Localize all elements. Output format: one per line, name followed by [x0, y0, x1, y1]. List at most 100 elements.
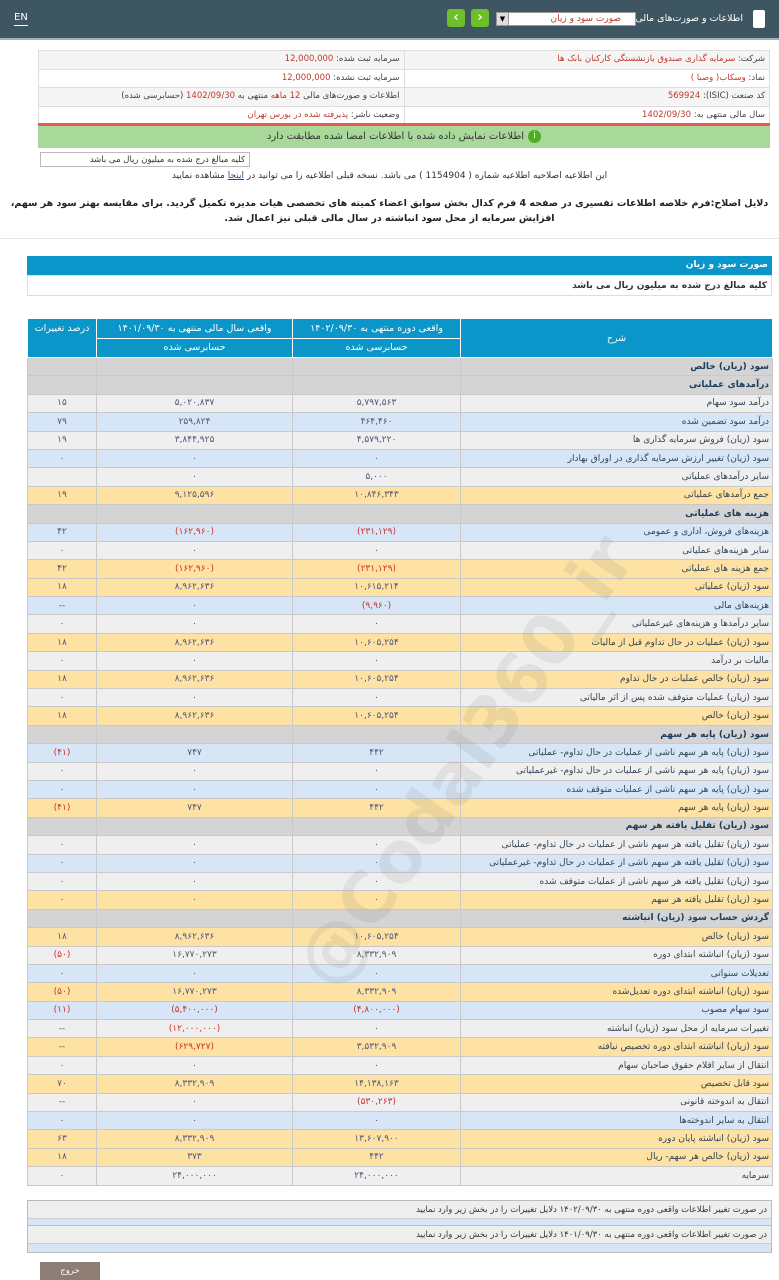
cell-prev: (۱۶۲,۹۶۰)	[96, 559, 293, 579]
prev-button[interactable]: ‹	[447, 9, 465, 27]
cell-pct: ۱۸	[27, 706, 97, 726]
change-reason-box-1: در صورت تغییر اطلاعات واقعی دوره منتهی ب…	[27, 1200, 772, 1228]
cell-pct: ۰	[27, 853, 97, 873]
table-row: سرمایه ۲۴,۰۰۰,۰۰۰ ۲۴,۰۰۰,۰۰۰ ۰	[27, 1166, 773, 1186]
cell-prev: ۸,۹۶۲,۶۳۶	[96, 632, 293, 653]
cell-prev: ۰	[96, 614, 293, 634]
report-type-select[interactable]: ▼ صورت سود و زیان	[496, 12, 636, 26]
cell-cur: ۱۰,۶۰۵,۲۵۴	[292, 706, 461, 726]
cell-prev: ۸,۹۶۲,۶۳۶	[96, 669, 293, 690]
table-row: سایر درآمدهای عملیاتی ۵,۰۰۰ ۰	[27, 467, 773, 487]
table-row: سایر هزینه‌های عملیاتی ۰ ۰ ۰	[27, 540, 773, 561]
cell-cur: ۰	[292, 448, 461, 469]
cell-cur: ۰	[292, 963, 461, 984]
cell-pct: ۱۸	[27, 927, 97, 947]
table-row: هزینه‌های فروش، اداری و عمومی (۲۳۱,۱۲۹) (۱…	[27, 522, 773, 542]
table-row: سود (زیان) تغییر ارزش سرمایه گذاری در او…	[27, 448, 773, 469]
cell-cur: ۰	[292, 1111, 461, 1131]
table-row: سود (زیان) عملیاتی ۱۰,۶۱۵,۲۱۴ ۸,۹۶۲,۶۳۶ ۱۸	[27, 577, 773, 598]
change-reason-input-2[interactable]	[28, 1244, 771, 1252]
cell-pct: (۴۱)	[27, 798, 97, 818]
cell-pct: ۱۸	[27, 669, 97, 690]
cell-pct: --	[27, 596, 97, 616]
cell-pct: ۰	[27, 871, 97, 892]
cell-pct	[27, 375, 97, 395]
cell-prev	[96, 908, 293, 929]
section-row: گردش حساب سود (زیان) انباشته	[27, 908, 773, 929]
cell-pct: ۰	[27, 761, 97, 781]
cell-desc: سود (زیان) فروش سرمایه گذاری ها	[460, 430, 773, 450]
table-row: سود (زیان) تقلیل یافته هر سهم ناشی از عم…	[27, 835, 773, 855]
correction-reason: دلایل اصلاح:فرم خلاصه اطلاعات تفسیری در …	[10, 198, 769, 224]
table-row: درآمد سود سهام ۵,۷۹۷,۵۶۳ ۵,۰۲۰,۸۳۷ ۱۵	[27, 393, 773, 414]
table-row: هزینه‌های مالی (۹,۹۶۰) ۰ --	[27, 596, 773, 616]
company-info-box: شرکت: سرمایه گذاری صندوق بازنشستگی کارکن…	[38, 50, 770, 126]
capital-unregistered-label: سرمایه ثبت نشده:	[333, 72, 400, 83]
cell-desc: درآمد سود سهام	[460, 393, 773, 414]
cell-desc: سود (زیان) پایه هر سهم ناشی از عملیات در…	[460, 761, 773, 781]
previous-version-link[interactable]: اینجا	[227, 171, 245, 181]
cell-cur: ۱۰,۶۱۵,۲۱۴	[292, 577, 461, 598]
cell-desc: سود (زیان) خالص	[460, 706, 773, 726]
period-label: اطلاعات و صورت‌های مالی	[303, 91, 400, 101]
cell-prev: ۰	[96, 651, 293, 671]
cell-pct	[27, 356, 97, 377]
cell-prev: (۶۲۹,۷۲۷)	[96, 1037, 293, 1057]
cell-cur	[292, 724, 461, 745]
cell-pct	[27, 724, 97, 745]
cell-pct	[27, 504, 97, 524]
cell-prev: ۰	[96, 1111, 293, 1131]
table-row: سود (زیان) انباشته ابتدای دوره تخصیص نیا…	[27, 1037, 773, 1057]
cell-prev	[96, 816, 293, 837]
fiscal-year: 1402/09/30	[642, 109, 691, 120]
verified-notice: iاطلاعات نمایش داده شده با اطلاعات امضا …	[38, 126, 770, 148]
cell-cur: ۵,۷۹۷,۵۶۳	[292, 393, 461, 414]
cell-prev: ۰	[96, 835, 293, 855]
cell-cur: ۰	[292, 871, 461, 892]
cell-prev: ۰	[96, 448, 293, 469]
cell-desc: سود (زیان) خالص	[460, 356, 773, 377]
section-row: هزینه های عملیاتی	[27, 504, 773, 524]
table-row: انتقال به سایر اندوخته‌ها ۰ ۰ ۰	[27, 1111, 773, 1131]
cell-desc: هزینه های عملیاتی	[460, 504, 773, 524]
language-en-link[interactable]: EN	[14, 12, 28, 26]
next-button[interactable]: ›	[471, 9, 489, 27]
exit-button[interactable]: خروج	[40, 1262, 100, 1280]
cell-desc: سود (زیان) عملیات متوقف شده پس از اثر ما…	[460, 688, 773, 708]
table-row: سود (زیان) عملیات متوقف شده پس از اثر ما…	[27, 688, 773, 708]
section-subtitle: کلیه مبالغ درج شده به میلیون ریال می باش…	[27, 275, 772, 296]
isic-code: 569924	[667, 91, 701, 101]
cell-cur: (۹,۹۶۰)	[292, 596, 461, 616]
cell-pct: ۰	[27, 448, 97, 469]
change-reason-input-1[interactable]	[28, 1219, 771, 1227]
cell-cur: ۰	[292, 1019, 461, 1039]
cell-desc: سود (زیان) عملیات در حال تداوم قبل از ما…	[460, 632, 773, 653]
symbol-label: نماد:	[748, 72, 765, 83]
income-statement-table: شرح واقعی دوره منتهی به ۱۴۰۲/۰۹/۳۰ واقعی…	[27, 318, 773, 1186]
cell-pct: --	[27, 1092, 97, 1113]
cell-prev: (۱۶۲,۹۶۰)	[96, 522, 293, 542]
cell-desc: هزینه‌های فروش، اداری و عمومی	[460, 522, 773, 542]
cell-prev	[96, 356, 293, 377]
cell-pct: ۰	[27, 540, 97, 561]
cell-prev: ۰	[96, 871, 293, 892]
table-row: سود (زیان) انباشته ابتدای دوره ۸,۳۳۲,۹۰۹ ۱…	[27, 945, 773, 965]
table-row: انتقال به اندوخته قانونی (۵۳۰,۲۶۳) ۰ --	[27, 1092, 773, 1113]
header-desc: شرح	[460, 318, 773, 358]
cell-pct	[27, 908, 97, 929]
cell-prev: (۵,۴۰۰,۰۰۰)	[96, 1000, 293, 1021]
section-row: سود (زیان) تقلیل یافته هر سهم	[27, 816, 773, 837]
dropdown-arrow-icon[interactable]: ▼	[497, 13, 509, 25]
cell-desc: سود (زیان) انباشته ابتدای دوره	[460, 945, 773, 965]
cell-desc: سود (زیان) خالص	[460, 927, 773, 947]
cell-prev: ۰	[96, 467, 293, 487]
fiscal-year-label: سال مالی منتهی به:	[693, 109, 765, 120]
financial-statements-label: اطلاعات و صورت‌های مالی	[635, 13, 743, 24]
cell-pct: ۰	[27, 651, 97, 671]
separator	[0, 238, 779, 239]
cell-prev: ۰	[96, 596, 293, 616]
isic-label: کد صنعت (ISIC):	[702, 91, 765, 101]
cell-cur	[292, 908, 461, 929]
cell-prev: ۳۷۳	[96, 1147, 293, 1168]
cell-desc: سود (زیان) خالص هر سهم- ریال	[460, 1147, 773, 1168]
